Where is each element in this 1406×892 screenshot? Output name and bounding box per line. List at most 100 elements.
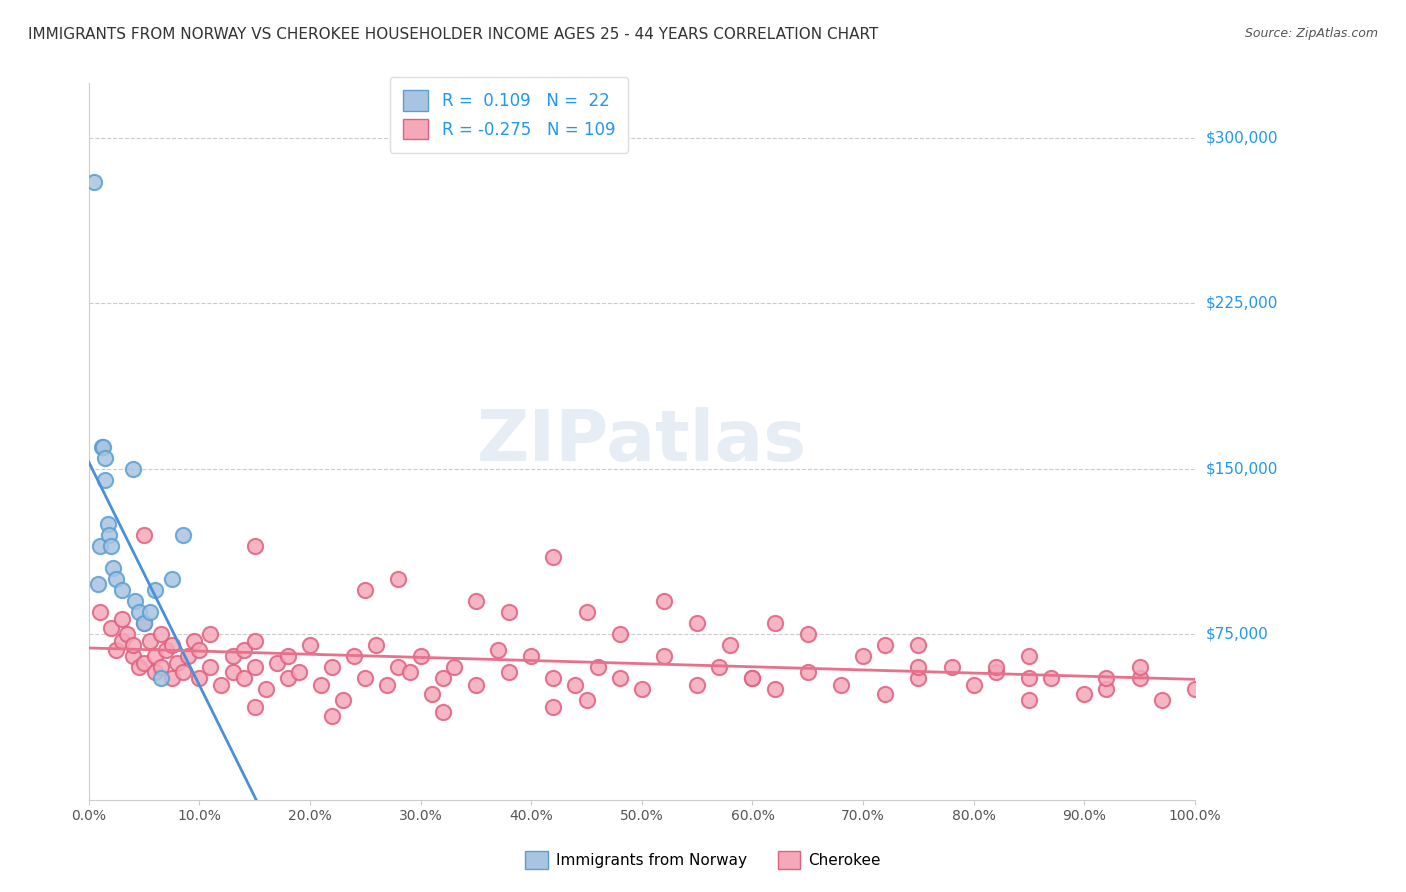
Point xyxy=(907,660,929,674)
Point xyxy=(1129,660,1152,674)
Point xyxy=(124,594,146,608)
Point xyxy=(354,672,377,686)
Point xyxy=(160,638,183,652)
Point xyxy=(875,687,897,701)
Point xyxy=(128,660,150,674)
Point xyxy=(183,634,205,648)
Point xyxy=(718,638,741,652)
Point xyxy=(575,693,598,707)
Point xyxy=(143,583,166,598)
Point xyxy=(266,656,288,670)
Point xyxy=(343,649,366,664)
Point xyxy=(432,672,454,686)
Point xyxy=(709,660,731,674)
Point xyxy=(543,672,565,686)
Point xyxy=(155,642,177,657)
Legend: R =  0.109   N =  22, R = -0.275   N = 109: R = 0.109 N = 22, R = -0.275 N = 109 xyxy=(389,77,628,153)
Point xyxy=(138,605,160,619)
Point xyxy=(232,642,254,657)
Point xyxy=(232,672,254,686)
Point xyxy=(243,634,266,648)
Point xyxy=(652,594,675,608)
Text: IMMIGRANTS FROM NORWAY VS CHEROKEE HOUSEHOLDER INCOME AGES 25 - 44 YEARS CORRELA: IMMIGRANTS FROM NORWAY VS CHEROKEE HOUSE… xyxy=(28,27,879,42)
Point xyxy=(149,660,172,674)
Point xyxy=(741,672,763,686)
Point xyxy=(111,634,134,648)
Point xyxy=(464,594,486,608)
Point xyxy=(609,672,631,686)
Text: $300,000: $300,000 xyxy=(1206,130,1278,145)
Point xyxy=(122,649,145,664)
Point xyxy=(277,672,299,686)
Point xyxy=(243,700,266,714)
Point xyxy=(122,638,145,652)
Point xyxy=(86,576,108,591)
Point xyxy=(149,627,172,641)
Point xyxy=(586,660,609,674)
Point xyxy=(177,649,200,664)
Point xyxy=(188,672,211,686)
Point xyxy=(575,605,598,619)
Point xyxy=(432,705,454,719)
Point xyxy=(652,649,675,664)
Point xyxy=(498,605,520,619)
Point xyxy=(543,700,565,714)
Point xyxy=(1018,693,1040,707)
Point xyxy=(498,665,520,679)
Point xyxy=(97,528,120,542)
Point xyxy=(1095,682,1118,697)
Point xyxy=(520,649,543,664)
Point xyxy=(387,660,409,674)
Text: $225,000: $225,000 xyxy=(1206,296,1278,311)
Point xyxy=(94,450,117,465)
Point xyxy=(200,660,222,674)
Point xyxy=(741,672,763,686)
Point xyxy=(797,665,820,679)
Point xyxy=(100,539,122,553)
Text: $150,000: $150,000 xyxy=(1206,461,1278,476)
Point xyxy=(143,649,166,664)
Point xyxy=(298,638,321,652)
Point xyxy=(105,642,128,657)
Point xyxy=(686,678,709,692)
Point xyxy=(288,665,311,679)
Point xyxy=(332,693,354,707)
Point xyxy=(309,678,332,692)
Point xyxy=(907,672,929,686)
Point xyxy=(172,665,194,679)
Point xyxy=(91,440,114,454)
Point xyxy=(132,616,155,631)
Text: Source: ZipAtlas.com: Source: ZipAtlas.com xyxy=(1244,27,1378,40)
Point xyxy=(830,678,852,692)
Point xyxy=(221,649,243,664)
Point xyxy=(172,528,194,542)
Point xyxy=(149,672,172,686)
Point xyxy=(963,678,986,692)
Text: ZIPatlas: ZIPatlas xyxy=(477,407,807,475)
Point xyxy=(409,649,432,664)
Point xyxy=(101,561,124,575)
Point xyxy=(254,682,277,697)
Point xyxy=(132,656,155,670)
Point xyxy=(143,665,166,679)
Point xyxy=(111,612,134,626)
Point xyxy=(128,605,150,619)
Point xyxy=(1150,693,1173,707)
Point xyxy=(852,649,875,664)
Point xyxy=(243,660,266,674)
Point xyxy=(1184,682,1206,697)
Point xyxy=(321,709,343,723)
Point xyxy=(797,627,820,641)
Point xyxy=(91,440,114,454)
Point xyxy=(354,583,377,598)
Point xyxy=(138,634,160,648)
Point xyxy=(1073,687,1095,701)
Point xyxy=(243,539,266,553)
Point xyxy=(366,638,388,652)
Point xyxy=(221,665,243,679)
Legend: Immigrants from Norway, Cherokee: Immigrants from Norway, Cherokee xyxy=(519,845,887,875)
Point xyxy=(1018,649,1040,664)
Point xyxy=(160,672,183,686)
Point xyxy=(609,627,631,641)
Point xyxy=(1095,672,1118,686)
